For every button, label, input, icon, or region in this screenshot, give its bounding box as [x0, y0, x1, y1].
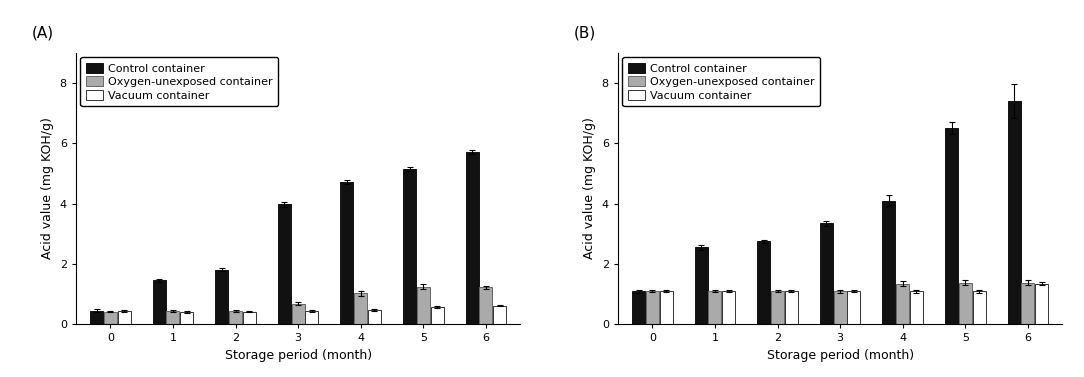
Bar	[243, 311, 256, 324]
Bar	[632, 291, 645, 324]
Bar	[820, 223, 833, 324]
Bar	[646, 291, 659, 324]
Bar	[180, 312, 193, 324]
Bar	[354, 293, 367, 324]
Bar	[278, 204, 291, 324]
Bar	[104, 311, 117, 324]
Bar	[896, 284, 909, 324]
Bar	[695, 247, 708, 324]
Bar	[771, 291, 784, 324]
Bar	[416, 287, 430, 324]
Bar	[479, 287, 492, 324]
Bar	[708, 291, 722, 324]
Bar	[882, 201, 895, 324]
Bar	[958, 283, 972, 324]
Bar	[292, 304, 305, 324]
Bar	[466, 152, 479, 324]
Bar	[229, 311, 242, 324]
Bar	[90, 311, 103, 324]
Text: (A): (A)	[31, 26, 53, 41]
Bar	[758, 241, 771, 324]
Legend: Control container, Oxygen-unexposed container, Vacuum container: Control container, Oxygen-unexposed cont…	[622, 57, 821, 106]
Bar	[493, 305, 506, 324]
Bar	[834, 291, 847, 324]
Text: (B): (B)	[573, 26, 596, 41]
Bar	[785, 291, 798, 324]
Bar	[1021, 283, 1034, 324]
Bar	[340, 182, 353, 324]
Bar	[722, 291, 735, 324]
Y-axis label: Acid value (mg KOH/g): Acid value (mg KOH/g)	[41, 118, 54, 259]
X-axis label: Storage period (month): Storage period (month)	[224, 349, 372, 362]
Bar	[945, 128, 958, 324]
Bar	[848, 291, 861, 324]
Legend: Control container, Oxygen-unexposed container, Vacuum container: Control container, Oxygen-unexposed cont…	[80, 57, 279, 106]
Bar	[972, 291, 985, 324]
X-axis label: Storage period (month): Storage period (month)	[766, 349, 914, 362]
Bar	[403, 169, 416, 324]
Bar	[1008, 101, 1021, 324]
Bar	[306, 311, 319, 324]
Bar	[166, 311, 180, 324]
Bar	[216, 270, 229, 324]
Bar	[1035, 284, 1048, 324]
Bar	[117, 311, 130, 324]
Bar	[430, 307, 443, 324]
Y-axis label: Acid value (mg KOH/g): Acid value (mg KOH/g)	[583, 118, 596, 259]
Bar	[367, 310, 380, 324]
Bar	[909, 291, 922, 324]
Bar	[153, 280, 166, 324]
Bar	[659, 291, 672, 324]
